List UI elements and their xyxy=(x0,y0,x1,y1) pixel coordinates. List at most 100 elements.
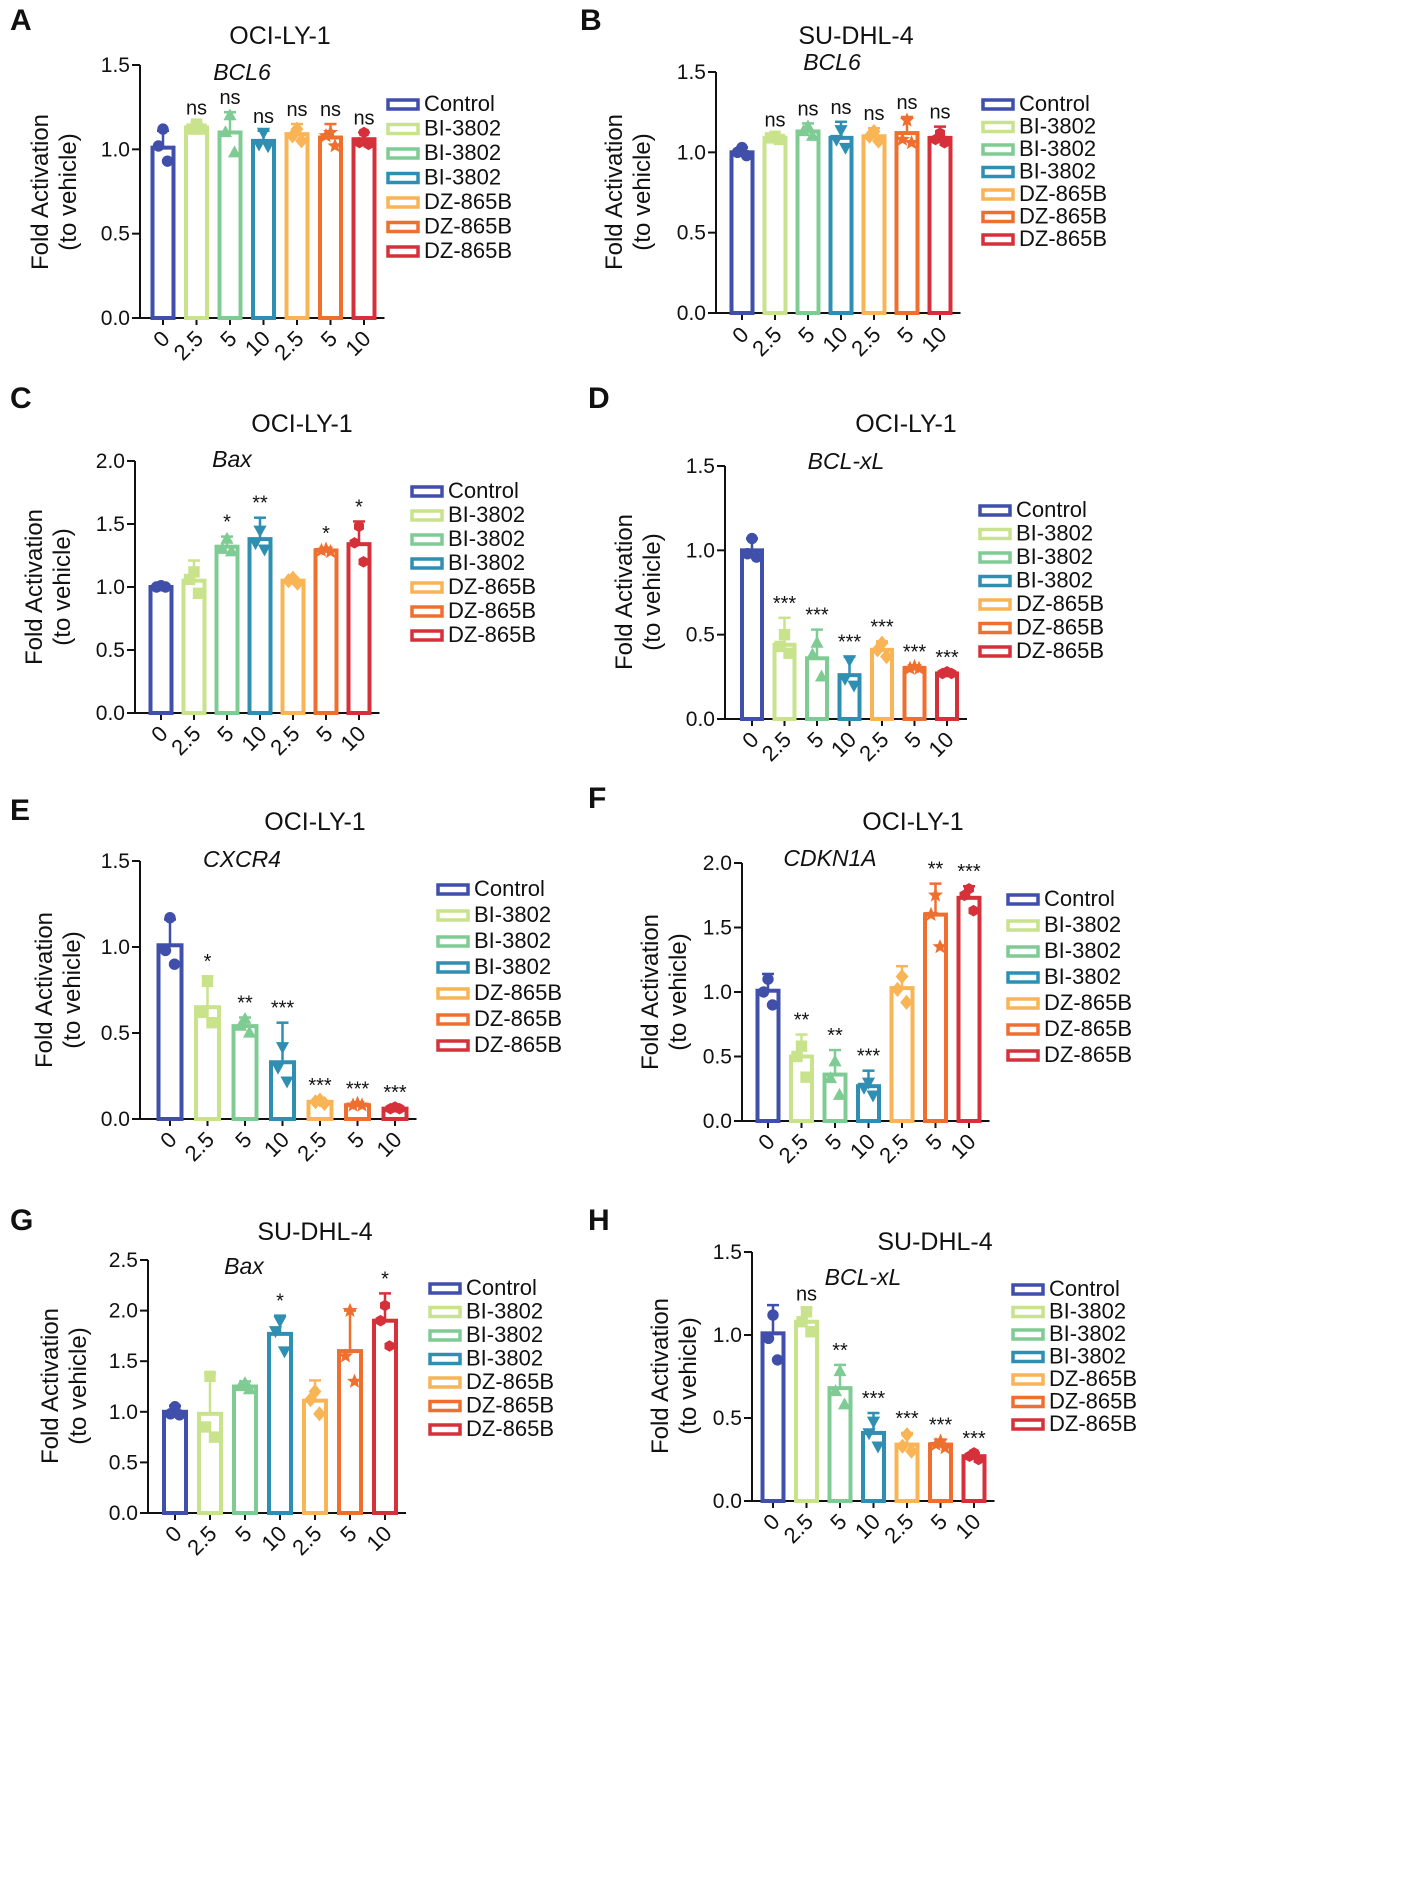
legend-swatch xyxy=(981,165,1015,179)
data-point xyxy=(932,939,948,954)
legend-swatch xyxy=(428,1352,462,1366)
data-point xyxy=(828,1384,843,1397)
data-point xyxy=(937,1440,953,1455)
data-point xyxy=(242,1382,257,1395)
data-point xyxy=(309,1094,322,1110)
legend-swatch xyxy=(386,196,420,209)
data-point xyxy=(800,1071,812,1083)
data-point xyxy=(384,1340,395,1352)
significance-label: *** xyxy=(271,998,295,1020)
y-axis-label: Fold Activation(to vehicle) xyxy=(31,912,86,1068)
x-tick-label: 5 xyxy=(212,721,238,747)
data-point xyxy=(833,1364,847,1377)
legend-swatch xyxy=(981,188,1015,201)
significance-label: *** xyxy=(805,605,829,627)
x-tick-label: 10 xyxy=(951,1509,986,1544)
significance-label: ns xyxy=(764,110,785,132)
significance-label: *** xyxy=(929,1415,953,1437)
y-tick-label: 0.5 xyxy=(96,639,125,662)
legend-entry: Control xyxy=(474,876,545,901)
bar xyxy=(346,542,372,715)
y-axis-label-line1: Fold Activation xyxy=(37,1308,64,1464)
x-tick-label: 5 xyxy=(230,1127,256,1153)
data-point xyxy=(394,1102,405,1115)
x-tick-label: 5 xyxy=(343,1127,369,1153)
gene-label: CXCR4 xyxy=(203,846,281,872)
data-point xyxy=(168,958,181,970)
data-point xyxy=(282,573,295,589)
data-point xyxy=(814,669,829,682)
legend-swatch xyxy=(981,143,1015,156)
bar xyxy=(247,537,273,715)
x-tick-label: 5 xyxy=(892,322,918,348)
significance-label: *** xyxy=(935,647,959,669)
chart-panel-c: C OCI-LY-1 Bax Fold Activation(to vehicle) 0… xyxy=(10,382,536,760)
legend-swatch xyxy=(1011,1373,1045,1386)
legend-swatch xyxy=(428,1399,462,1413)
bar xyxy=(150,145,176,320)
significance-label: *** xyxy=(862,1388,886,1410)
legend-swatch xyxy=(436,883,470,896)
legend-entry: DZ-865B xyxy=(1044,990,1132,1015)
data-point xyxy=(201,975,214,988)
legend-swatch xyxy=(981,120,1015,134)
y-axis-label-line2: (to vehicle) xyxy=(65,1327,92,1444)
cell-line-title: OCI-LY-1 xyxy=(862,808,963,836)
data-point xyxy=(224,544,239,557)
data-point xyxy=(195,123,207,135)
bar xyxy=(755,988,781,1124)
data-point xyxy=(206,1016,218,1029)
panel-letter: E xyxy=(10,794,30,827)
legend-entry: DZ-865B xyxy=(424,189,512,214)
data-point xyxy=(157,123,169,135)
y-tick-label: 0.5 xyxy=(713,1407,742,1430)
y-tick-label: 2.0 xyxy=(703,852,732,875)
significance-label: * xyxy=(276,1291,284,1313)
legend-entry: Control xyxy=(1019,91,1090,116)
legend-swatch xyxy=(410,533,444,546)
bar xyxy=(927,135,953,315)
significance-label: ns xyxy=(797,98,818,120)
data-point xyxy=(805,1325,817,1338)
chart-panel-f: F OCI-LY-1 CDKN1A Fold Activation(to vehicl… xyxy=(588,782,1132,1168)
x-tick-label: 2.5 xyxy=(779,1509,818,1548)
data-point xyxy=(271,1062,285,1075)
x-tick-label: 10 xyxy=(850,1509,885,1544)
data-point xyxy=(159,581,172,593)
data-point xyxy=(233,1379,248,1392)
data-point xyxy=(937,667,948,680)
bar xyxy=(318,135,343,320)
panel-letter: D xyxy=(588,382,610,415)
gene-label: BCL6 xyxy=(213,59,271,85)
x-tick-label: 10 xyxy=(826,727,861,762)
panel-letter: F xyxy=(588,782,606,815)
data-point xyxy=(208,1431,221,1443)
legend-entry: DZ-865B xyxy=(1049,1411,1137,1436)
legend-swatch xyxy=(1006,1023,1040,1036)
x-tick-label: 10 xyxy=(917,322,952,357)
data-point xyxy=(838,142,853,155)
data-point xyxy=(268,1326,283,1339)
y-tick-label: 1.5 xyxy=(713,1241,742,1264)
bar xyxy=(805,656,829,722)
bar xyxy=(889,986,915,1123)
x-tick-label: 2.5 xyxy=(879,1509,918,1548)
legend-entry: BI-3802 xyxy=(474,928,551,953)
legend-swatch xyxy=(428,1329,462,1342)
data-point xyxy=(223,108,237,121)
legend-swatch xyxy=(1011,1395,1045,1409)
data-point xyxy=(774,640,786,653)
data-point xyxy=(318,1095,331,1112)
gene-label: BCL-xL xyxy=(825,1264,902,1290)
data-point xyxy=(257,544,272,557)
y-axis-label-line2: (to vehicle) xyxy=(639,533,666,650)
data-point xyxy=(354,136,365,149)
significance-label: ns xyxy=(353,107,374,129)
x-tick-label: 2.5 xyxy=(269,326,308,365)
data-point xyxy=(313,1406,326,1422)
data-point xyxy=(227,145,242,158)
legend-entry: BI-3802 xyxy=(1044,912,1121,937)
bar xyxy=(156,943,184,1122)
y-axis-label-line2: (to vehicle) xyxy=(665,933,692,1050)
